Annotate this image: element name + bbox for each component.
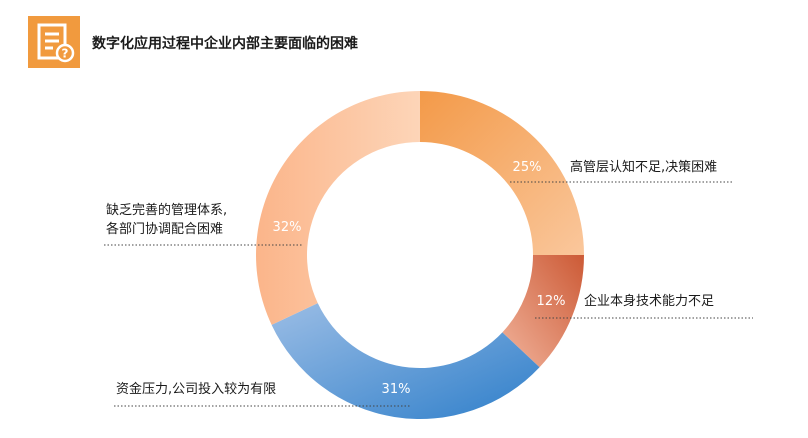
slice-value-label: 12% [537,294,566,309]
pie-slice-funding-pressure [271,303,540,419]
pie-slice-management-system [256,91,420,325]
chart-header: ? 数字化应用过程中企业内部主要面临的困难 [0,0,808,80]
slice-category-label: 企业本身技术能力不足 [584,293,714,309]
pie-slice-senior-management [420,91,584,255]
svg-text:?: ? [62,47,69,61]
pie-slice-technical-capability [502,255,584,368]
slice-category-label-line2: 各部门协调配合困难 [106,221,223,237]
slice-value-label: 25% [513,160,542,175]
slice-category-label: 资金压力,公司投入较为有限 [116,381,276,397]
chart-title: 数字化应用过程中企业内部主要面临的困难 [92,36,358,52]
document-question-icon: ? [28,16,80,68]
slice-value-label: 31% [382,382,411,397]
slice-category-label-line1: 缺乏完善的管理体系, [106,202,227,218]
slice-value-label: 32% [273,220,302,235]
slice-category-label: 高管层认知不足,决策困难 [570,159,717,175]
